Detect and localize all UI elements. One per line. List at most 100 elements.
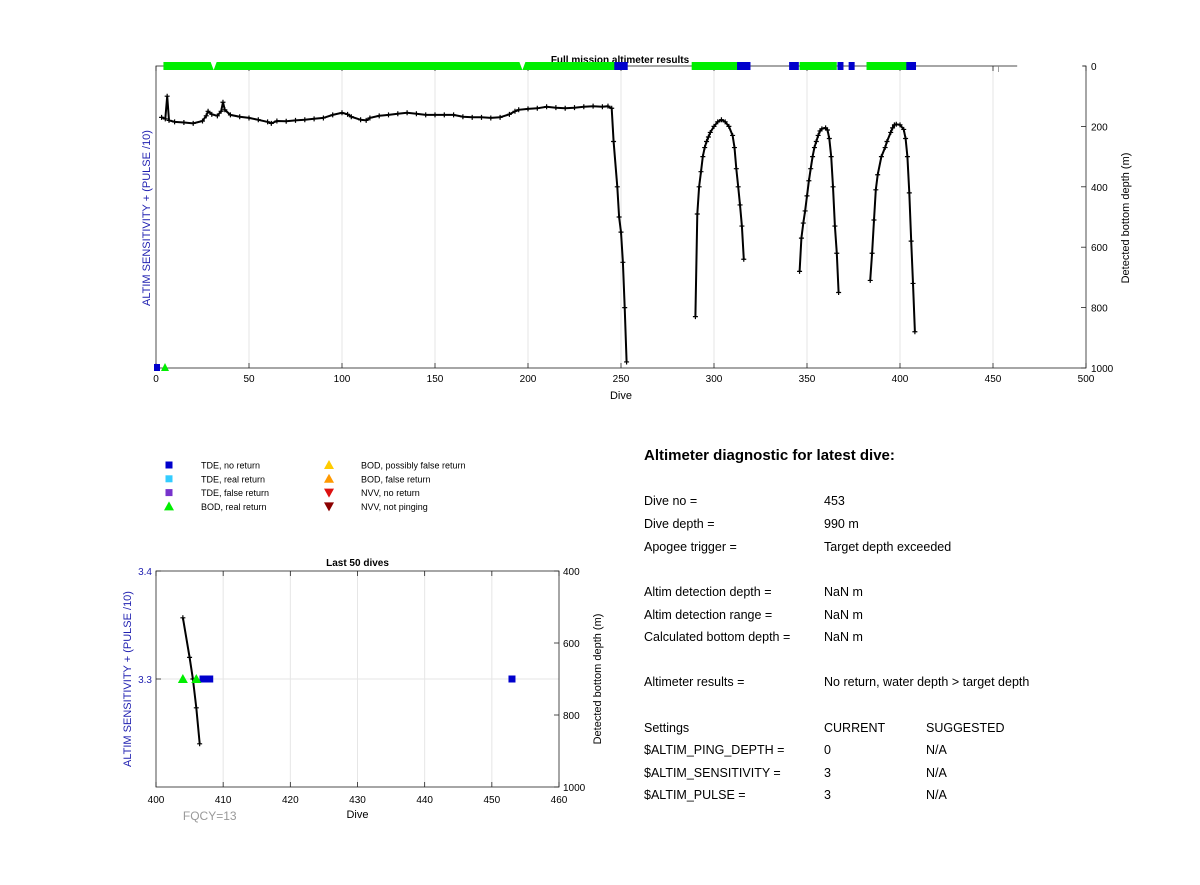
bottom-depth-point — [700, 154, 706, 160]
diagnostic-label: Dive no = — [644, 494, 698, 508]
bottom-depth-point — [806, 178, 812, 184]
y-right-axis-label: Detected bottom depth (m) — [1120, 153, 1132, 284]
bottom-depth-point — [726, 123, 732, 129]
y-left-tick-label: 3.4 — [138, 567, 152, 578]
bottom-depth-point — [832, 223, 838, 229]
tde-no-return-mark — [618, 62, 624, 70]
bottom-depth-point — [826, 135, 832, 141]
tde-no-return-mark — [792, 62, 799, 70]
bottom-depth-point — [220, 99, 226, 105]
diagnostic-value: NaN m — [824, 585, 863, 599]
bottom-depth-point — [166, 117, 172, 123]
bottom-depth-point — [512, 108, 518, 114]
bottom-depth-point — [731, 145, 737, 151]
bottom-depth-point — [386, 112, 391, 118]
x-tick-label: 50 — [243, 374, 255, 385]
diagnostic-value: 990 m — [824, 517, 859, 531]
x-tick-label: 250 — [613, 374, 630, 385]
setting-suggested-value: N/A — [926, 788, 947, 802]
bottom-depth-point — [497, 114, 503, 120]
legend-triangle-up-marker — [324, 460, 334, 469]
bottom-depth-point — [888, 129, 894, 135]
setting-suggested-value: N/A — [926, 743, 947, 757]
legend-triangle-down-marker — [324, 502, 334, 512]
bottom-depth-point — [404, 110, 410, 116]
bottom-depth-point — [283, 118, 289, 124]
bottom-depth-point — [797, 268, 803, 274]
bottom-depth-point — [339, 110, 345, 116]
bottom-depth-point — [516, 107, 522, 113]
bottom-depth-point — [479, 114, 484, 120]
bottom-depth-point — [705, 134, 711, 140]
x-tick-label: 0 — [153, 374, 159, 385]
diagnostic-value: NaN m — [824, 608, 863, 622]
bottom-depth-point — [599, 104, 605, 110]
bottom-depth-point — [741, 256, 747, 262]
bottom-depth-point — [246, 115, 252, 121]
diagnostic-title: Altimeter diagnostic for latest dive: — [644, 447, 895, 464]
bottom-depth-point — [395, 111, 401, 117]
tde-no-return-mark — [621, 62, 628, 70]
bottom-depth-point — [562, 105, 568, 111]
tde-no-return-mark — [910, 62, 917, 70]
y-right-tick-label: 400 — [563, 567, 580, 578]
bottom-depth-point — [620, 259, 626, 265]
bottom-depth-point — [735, 184, 741, 190]
bottom-depth-point — [172, 119, 178, 125]
bottom-depth-point — [432, 112, 438, 118]
bottom-depth-point — [622, 305, 628, 311]
bottom-depth-point — [614, 184, 620, 190]
tde-no-return-mark — [906, 62, 913, 70]
legend-triangle-down-marker — [324, 488, 334, 498]
diagnostic-label: Apogee trigger = — [644, 540, 737, 554]
setting-current-value: 0 — [824, 743, 831, 757]
tde-no-return-mark — [744, 62, 751, 70]
bottom-depth-point — [824, 127, 830, 133]
settings-header-current: CURRENT — [824, 721, 886, 735]
y-right-axis-label: Detected bottom depth (m) — [592, 614, 604, 745]
legend-label: NVV, no return — [361, 488, 420, 498]
bottom-depth-point — [798, 235, 804, 241]
settings-header-suggested: SUGGESTED — [926, 721, 1005, 735]
bottom-depth-point — [704, 139, 710, 144]
bod-real-return-band — [691, 62, 741, 70]
bottom-depth-point — [488, 115, 494, 121]
bottom-depth-point — [180, 615, 186, 621]
bottom-depth-point — [897, 122, 903, 128]
setting-label: $ALTIM_PING_DEPTH = — [644, 743, 785, 757]
bottom-depth-point — [205, 108, 211, 114]
bottom-depth-point — [908, 238, 914, 244]
bottom-depth-point — [611, 139, 617, 144]
bottom-depth-point — [867, 277, 873, 283]
x-tick-label: 200 — [520, 374, 537, 385]
bottom-depth-point — [553, 105, 559, 111]
bottom-depth-line — [694, 118, 745, 317]
bottom-depth-point — [692, 314, 698, 320]
x-tick-label: 500 — [1078, 374, 1095, 385]
bottom-depth-point — [506, 111, 512, 117]
x-tick-label: 460 — [551, 795, 568, 806]
bottom-depth-point — [875, 172, 881, 178]
bottom-depth-point — [237, 114, 243, 120]
bottom-depth-point — [190, 120, 196, 126]
bottom-depth-point — [227, 112, 233, 118]
bottom-depth-line — [161, 96, 628, 363]
bottom-depth-point — [802, 208, 808, 214]
diagnostic-label: Altim detection range = — [644, 608, 773, 622]
bottom-depth-point — [423, 112, 429, 118]
legend-square-marker — [165, 475, 173, 483]
bottom-depth-point — [203, 113, 209, 119]
diagnostic-label: Calculated bottom depth = — [644, 630, 791, 644]
bottom-depth-point — [534, 105, 540, 111]
bottom-depth-point — [525, 106, 531, 112]
bottom-depth-point — [730, 132, 736, 138]
bottom-depth-point — [819, 126, 825, 132]
bottom-depth-point — [707, 129, 713, 135]
bottom-depth-point — [218, 108, 224, 114]
bottom-depth-point — [718, 117, 724, 123]
x-tick-label: 430 — [349, 795, 366, 806]
bottom-depth-point — [834, 250, 840, 256]
bottom-depth-point — [830, 184, 836, 190]
y-right-tick-label: 0 — [1091, 62, 1097, 73]
